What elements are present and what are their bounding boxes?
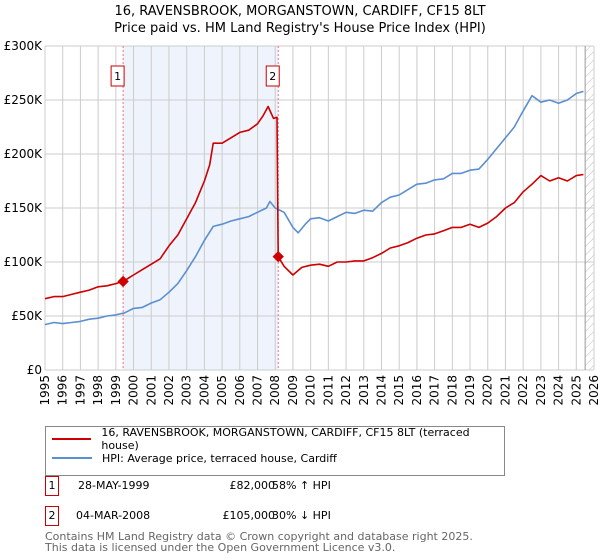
x-tick-label: 2005	[215, 375, 229, 406]
x-tick-label: 2020	[481, 375, 495, 406]
legend-item-hpi: HPI: Average price, terraced house, Card…	[52, 450, 337, 466]
footer-copyright: Contains HM Land Registry data © Crown c…	[45, 530, 473, 543]
legend-swatch-blue	[52, 457, 92, 459]
sale-hpi: 58% ↑ HPI	[272, 479, 331, 492]
sale-hpi: 30% ↓ HPI	[272, 509, 331, 522]
sale-date: 04-MAR-2008	[76, 509, 151, 522]
x-tick-label: 2000	[127, 375, 141, 406]
x-tick-label: 1999	[109, 375, 123, 406]
x-tick-label: 2018	[445, 375, 459, 406]
y-tick-label: £100K	[4, 255, 44, 269]
footer-licence: This data is licensed under the Open Gov…	[45, 541, 396, 554]
sale-label: 1	[114, 70, 121, 83]
x-tick-label: 2023	[534, 375, 548, 406]
chart-title: 16, RAVENSBROOK, MORGANSTOWN, CARDIFF, C…	[114, 4, 486, 19]
y-tick-label: £150K	[4, 201, 44, 215]
x-tick-label: 1995	[38, 375, 52, 406]
x-tick-label: 1997	[73, 375, 87, 406]
x-tick-label: 2024	[552, 375, 566, 406]
x-tick-label: 2022	[516, 375, 530, 406]
x-tick-label: 2015	[392, 375, 406, 406]
y-tick-label: £300K	[4, 39, 44, 53]
x-tick-label: 2004	[197, 375, 211, 406]
x-tick-label: 2016	[410, 375, 424, 406]
y-tick-label: £250K	[4, 93, 44, 107]
property-price-line	[44, 105, 584, 300]
x-tick-label: 2013	[357, 375, 371, 406]
x-tick-label: 2009	[286, 375, 300, 406]
x-tick-label: 2003	[180, 375, 194, 406]
chart-subtitle: Price paid vs. HM Land Registry's House …	[114, 21, 486, 36]
sale-marker	[272, 250, 284, 263]
legend: 16, RAVENSBROOK, MORGANSTOWN, CARDIFF, C…	[45, 426, 505, 476]
y-tick-label: £200K	[4, 147, 44, 161]
legend-label: HPI: Average price, terraced house, Card…	[102, 451, 337, 465]
x-tick-label: 2007	[251, 375, 265, 406]
x-tick-label: 2010	[304, 375, 318, 406]
legend-swatch-red	[52, 438, 92, 440]
x-tick-label: 1998	[91, 375, 105, 406]
legend-label: 16, RAVENSBROOK, MORGANSTOWN, CARDIFF, C…	[101, 426, 470, 452]
sale-badge: 1	[45, 476, 59, 496]
legend-item-property: 16, RAVENSBROOK, MORGANSTOWN, CARDIFF, C…	[52, 426, 504, 452]
sale-label-box	[110, 65, 125, 87]
x-tick-label: 2012	[339, 375, 353, 406]
x-tick-label: 2017	[428, 375, 442, 406]
sale-label: 2	[269, 70, 276, 83]
sale-price: £105,000	[222, 509, 276, 522]
x-tick-label: 2019	[463, 375, 477, 406]
x-tick-label: 2014	[374, 375, 388, 406]
x-tick-label: 2006	[233, 375, 247, 406]
sale-label-box	[265, 65, 280, 87]
x-tick-label: 2001	[144, 375, 158, 406]
y-tick-label: £0	[27, 363, 42, 377]
x-tick-label: 2002	[162, 375, 176, 406]
x-tick-label: 1996	[56, 375, 70, 406]
y-tick-label: £50K	[11, 309, 43, 323]
hpi-line	[44, 90, 584, 326]
x-tick-label: 2025	[569, 375, 583, 406]
x-tick-label: 2008	[268, 375, 282, 406]
sale-price: £82,000	[229, 479, 276, 492]
x-tick-label: 2011	[321, 375, 335, 406]
x-tick-label: 2021	[498, 375, 512, 406]
sale-badge: 2	[45, 506, 59, 526]
x-tick-label: 2026	[587, 375, 600, 406]
sale-date: 28-MAY-1999	[78, 479, 150, 492]
